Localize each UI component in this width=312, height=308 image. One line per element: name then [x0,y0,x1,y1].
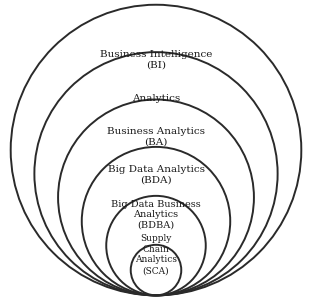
Text: Analytics: Analytics [132,94,180,103]
Text: Big Data Business
Analytics
(BDBA): Big Data Business Analytics (BDBA) [111,200,201,230]
Text: Business Analytics
(BA): Business Analytics (BA) [107,127,205,147]
Text: Business Intelligence
(BI): Business Intelligence (BI) [100,50,212,70]
Text: Big Data Analytics
(BDA): Big Data Analytics (BDA) [108,165,204,185]
Text: Supply
Chain
Analytics
(SCA): Supply Chain Analytics (SCA) [135,234,177,275]
